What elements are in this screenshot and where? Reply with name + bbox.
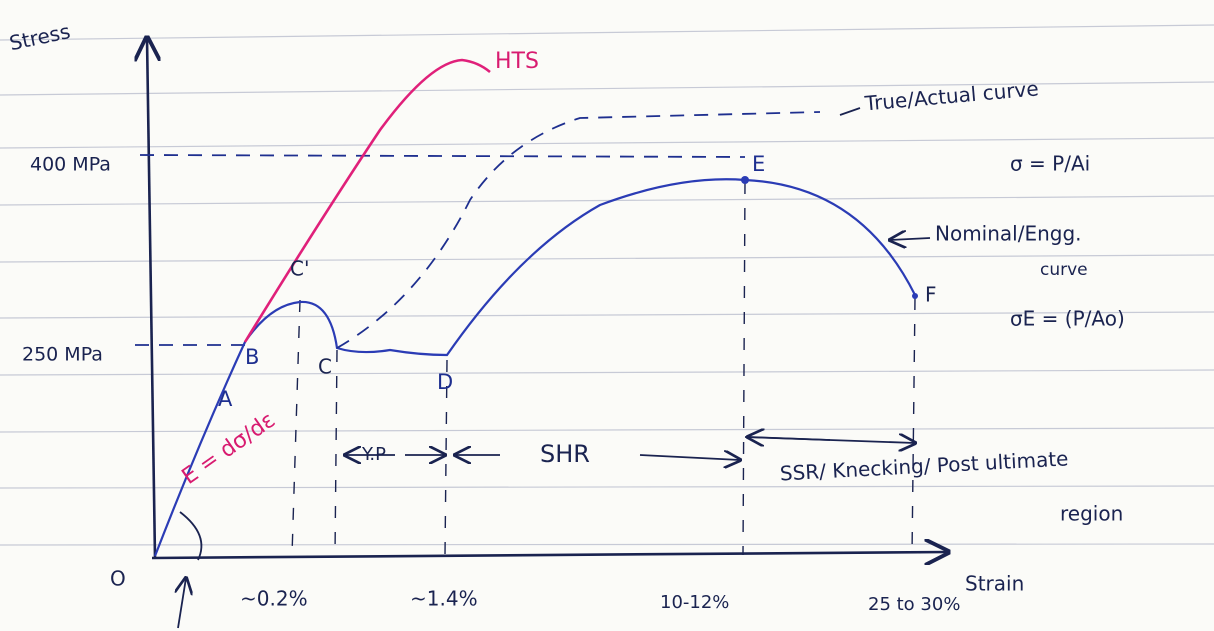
stress-level: 400 MPa: [30, 154, 111, 176]
point-label: F: [925, 283, 937, 307]
strain-mark: ~0.2%: [240, 587, 308, 611]
point-label: C': [290, 257, 309, 281]
point-e: [741, 176, 749, 184]
point-label: D: [437, 370, 453, 394]
hts-curve: [245, 60, 490, 342]
guide: [743, 182, 745, 555]
strain-mark: 25 to 30%: [868, 594, 960, 615]
angle-arc: [180, 512, 201, 560]
true-curve-label: True/Actual curve: [863, 76, 1040, 115]
strain-mark: 10-12%: [660, 592, 729, 613]
level-400: [140, 155, 745, 157]
point-label: B: [245, 345, 259, 369]
point-f: [912, 293, 918, 299]
nominal-curve-label: curve: [1040, 260, 1088, 280]
modulus: E = dσ/dε: [178, 408, 280, 490]
region-label: Y.P: [361, 444, 386, 465]
stress-level: 250 MPa: [22, 344, 103, 366]
x-axis: [152, 552, 948, 558]
nominal-curve: [155, 179, 915, 556]
region-label: SHR: [540, 440, 590, 468]
arrow: [748, 437, 830, 440]
arrow: [178, 578, 186, 628]
diagram: Stress Strain O 400 MPa 250 MPa ~0.2% ~1…: [0, 0, 1214, 631]
guide: [912, 298, 915, 555]
arrow: [640, 455, 740, 460]
nominal-formula: σE = (P/Ao): [1010, 307, 1125, 331]
arrow: [890, 238, 930, 240]
origin: O: [110, 567, 126, 591]
point-label: C: [318, 355, 332, 379]
x-label: Strain: [965, 572, 1024, 596]
guide: [292, 300, 300, 555]
strain-mark: ~1.4%: [410, 587, 478, 611]
nominal-curve-label: Nominal/Engg.: [935, 222, 1082, 246]
page: { "axes": {"y_label": "Stress", "x_label…: [0, 0, 1214, 631]
true-curve: [337, 112, 820, 348]
y-label: Stress: [7, 19, 72, 55]
region-label: SSR/ Knecking/ Post ultimate: [779, 446, 1069, 485]
hts-label: HTS: [495, 49, 539, 74]
guide: [335, 350, 337, 555]
point-label: A: [218, 387, 233, 411]
region-label: region: [1060, 502, 1123, 526]
y-axis: [147, 38, 155, 558]
true-formula: σ = P/Ai: [1010, 152, 1090, 176]
arrow: [840, 108, 860, 115]
point-label: E: [752, 152, 765, 176]
